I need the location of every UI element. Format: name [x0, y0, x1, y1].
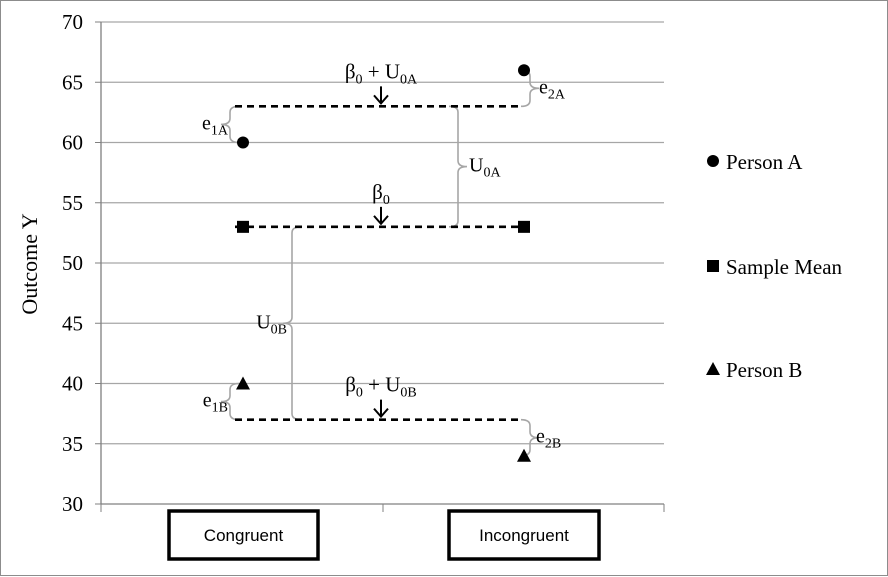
bracket-u0b — [282, 226, 302, 421]
legend-item-sample-mean: Sample Mean — [707, 255, 843, 279]
bracket-label: e1A — [202, 112, 229, 138]
reference-label: β0 + U0A — [345, 59, 418, 87]
marker-square — [237, 220, 249, 233]
reference-label: β0 — [372, 180, 390, 208]
brackets: e1A e2A U0A U0B e1B e2B — [202, 69, 566, 457]
bracket-e1a — [220, 105, 240, 144]
legend-item-person-b: Person B — [706, 358, 802, 382]
bracket-u0a — [448, 105, 468, 228]
category-label: Congruent — [204, 526, 284, 545]
y-tick-label: 70 — [62, 10, 83, 34]
y-tick-label: 45 — [62, 311, 83, 335]
category-congruent: Congruent — [167, 509, 320, 561]
bracket-label: e2A — [539, 76, 566, 102]
y-tick-label: 55 — [62, 191, 83, 215]
marker-square — [707, 260, 719, 272]
marker-circle — [237, 136, 249, 149]
y-tick-label: 40 — [62, 372, 83, 396]
marker-triangle — [517, 448, 531, 462]
legend-label: Person B — [726, 358, 802, 382]
category-incongruent: Incongruent — [447, 509, 601, 561]
arrow — [373, 399, 389, 419]
y-axis-label: Outcome Y — [17, 213, 42, 314]
bracket-e1b — [220, 382, 240, 421]
y-tick-label: 65 — [62, 70, 83, 94]
y-tick-label: 30 — [62, 492, 83, 516]
legend-label: Person A — [726, 150, 803, 174]
marker-circle — [518, 64, 530, 77]
arrow — [373, 206, 389, 226]
axes — [100, 22, 665, 512]
markers — [236, 64, 531, 462]
y-tick-label: 50 — [62, 251, 83, 275]
gridlines — [95, 21, 664, 505]
marker-triangle — [706, 362, 720, 375]
category-box — [447, 509, 601, 561]
reference-lines: β0 + U0A β0 β0 + U0B — [235, 59, 521, 421]
marker-square — [518, 220, 530, 233]
legend-label: Sample Mean — [726, 255, 843, 279]
marker-triangle — [236, 376, 250, 390]
category-labels: Congruent Incongruent — [167, 509, 601, 561]
bracket-label: U0A — [469, 155, 501, 181]
y-tick-label: 60 — [62, 131, 83, 155]
reference-label: β0 + U0B — [345, 373, 417, 401]
bracket-label: e1B — [203, 390, 228, 416]
category-box — [167, 509, 320, 561]
category-label: Incongruent — [479, 526, 569, 545]
bracket-e2b — [520, 418, 540, 457]
legend: Person A Sample Mean Person B — [706, 150, 843, 382]
y-tick-label: 35 — [62, 432, 83, 456]
bracket-e2a — [520, 69, 540, 108]
legend-item-person-a: Person A — [707, 150, 803, 174]
arrow — [373, 86, 389, 105]
bracket-label: e2B — [536, 426, 561, 452]
bracket-label: U0B — [256, 311, 287, 337]
y-tick-labels: 70 65 60 55 50 45 40 35 30 — [62, 10, 83, 516]
marker-circle — [707, 155, 719, 167]
